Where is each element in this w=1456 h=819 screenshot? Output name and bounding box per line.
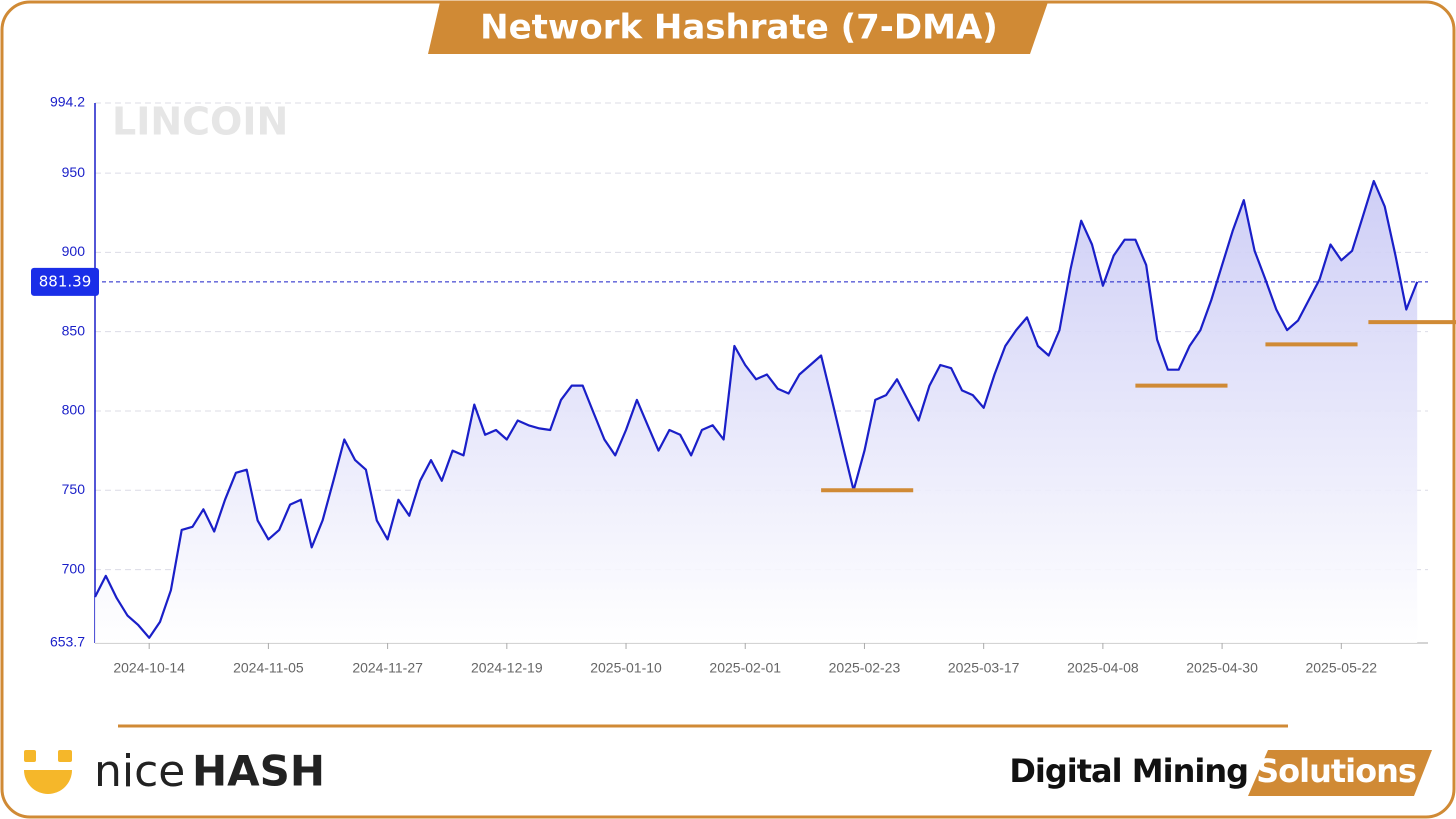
current-value-label: 881.39 [39, 272, 92, 290]
y-tick-label: 700 [62, 560, 86, 576]
x-tick-label: 2025-03-17 [948, 660, 1020, 676]
logo-smile [24, 770, 72, 794]
title-tab [428, 2, 1048, 54]
nicehash-logo: nice HASH [24, 746, 325, 797]
y-tick-label: 850 [62, 322, 86, 338]
brand-nice: nice [94, 746, 185, 797]
brand-hash: HASH [192, 747, 325, 796]
area [95, 181, 1418, 643]
logo-dot [24, 750, 36, 762]
x-tick-label: 2025-05-22 [1305, 660, 1377, 676]
y-tick-label: 994.2 [50, 94, 85, 110]
brand-solutions: Solutions [1256, 752, 1416, 790]
x-tick-label: 2025-04-30 [1186, 660, 1258, 676]
y-tick-label: 750 [62, 481, 86, 497]
x-tick-label: 2025-01-10 [590, 660, 662, 676]
plot: 653.7 700 750 800 850 900 950 994.2 2024-10-14 20… [31, 94, 1456, 676]
chart-title: Network Hashrate (7-DMA) [480, 8, 998, 48]
current-value-box [31, 267, 99, 296]
brand-digital-mining: Digital Mining [1009, 752, 1248, 790]
brand-tab [1248, 750, 1432, 796]
x-tick-label: 2024-11-27 [352, 660, 423, 676]
x-tick-label: 2025-02-01 [709, 660, 781, 676]
watermark: LINCOIN [112, 100, 288, 144]
y-tick-label: 653.7 [50, 634, 85, 650]
line [94, 179, 1419, 639]
y-tick-label: 950 [62, 164, 86, 180]
x-tick-label: 2025-04-08 [1067, 660, 1139, 676]
y-tick-label: 900 [62, 243, 86, 259]
logo-dot [58, 750, 72, 762]
x-tick-label: 2024-12-19 [471, 660, 543, 676]
x-tick-label: 2024-10-14 [113, 660, 185, 676]
x-tick-label: 2025-02-23 [829, 660, 901, 676]
y-tick-label: 800 [62, 402, 86, 418]
x-tick-label: 2024-11-05 [233, 660, 304, 676]
